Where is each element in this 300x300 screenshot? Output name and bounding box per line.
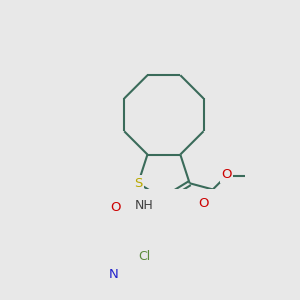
Text: N: N xyxy=(108,268,118,281)
Text: O: O xyxy=(110,201,121,214)
Text: Cl: Cl xyxy=(138,250,151,263)
Text: O: O xyxy=(221,168,231,181)
Text: S: S xyxy=(134,177,142,190)
Text: O: O xyxy=(198,197,208,210)
Text: NH: NH xyxy=(134,199,153,212)
